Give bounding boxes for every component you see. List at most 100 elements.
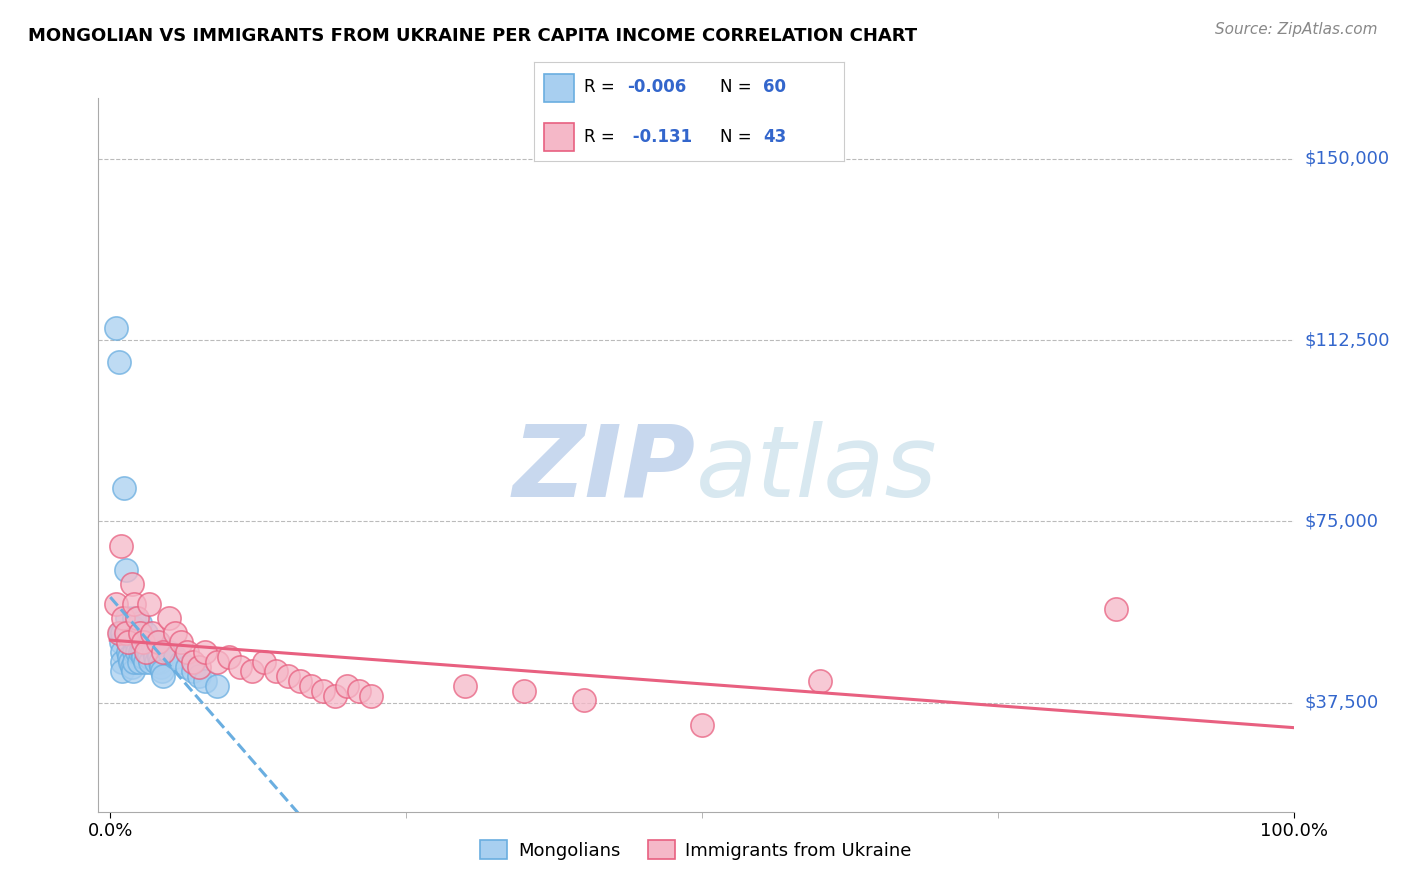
Point — [181, 665, 204, 679]
Point — [105, 321, 128, 335]
Point — [690, 717, 713, 731]
Point — [165, 625, 187, 640]
Point — [148, 649, 170, 664]
Bar — [544, 74, 575, 102]
Point — [138, 597, 160, 611]
Text: $37,500: $37,500 — [1305, 694, 1379, 712]
Point — [114, 625, 136, 640]
Text: 60: 60 — [763, 78, 786, 96]
Text: MONGOLIAN VS IMMIGRANTS FROM UKRAINE PER CAPITA INCOME CORRELATION CHART: MONGOLIAN VS IMMIGRANTS FROM UKRAINE PER… — [28, 27, 917, 45]
Point — [127, 645, 149, 659]
Point — [121, 659, 143, 673]
Point — [513, 683, 536, 698]
Point — [105, 597, 128, 611]
Point — [121, 577, 143, 591]
Point — [194, 674, 217, 689]
Point — [132, 649, 155, 664]
Point — [131, 645, 153, 659]
Text: $112,500: $112,500 — [1305, 331, 1391, 349]
Point — [135, 635, 157, 649]
Point — [128, 631, 150, 645]
Point — [165, 649, 187, 664]
Point — [124, 625, 146, 640]
Point — [128, 645, 150, 659]
Point — [120, 655, 142, 669]
Point — [139, 655, 162, 669]
Text: N =: N = — [720, 128, 756, 145]
Point — [146, 645, 169, 659]
Point — [240, 665, 263, 679]
Point — [128, 625, 150, 640]
Text: R =: R = — [583, 78, 620, 96]
Point — [132, 635, 155, 649]
Point — [808, 674, 831, 689]
Point — [117, 635, 139, 649]
Point — [170, 655, 193, 669]
Point — [122, 597, 145, 611]
Point — [264, 665, 287, 679]
Point — [188, 659, 211, 673]
Point — [299, 679, 322, 693]
Point — [110, 539, 132, 553]
Point — [108, 625, 131, 640]
Point — [125, 635, 148, 649]
Point — [122, 655, 145, 669]
Point — [117, 645, 139, 659]
Point — [141, 625, 163, 640]
Point — [128, 615, 150, 630]
Point — [117, 635, 139, 649]
Point — [111, 625, 134, 640]
Text: Source: ZipAtlas.com: Source: ZipAtlas.com — [1215, 22, 1378, 37]
Point — [111, 665, 134, 679]
Point — [360, 689, 382, 703]
Point — [117, 625, 139, 640]
Point — [170, 635, 193, 649]
Point — [572, 693, 595, 707]
Point — [1105, 601, 1128, 615]
Point — [122, 621, 145, 635]
Point — [347, 683, 370, 698]
Point — [112, 611, 135, 625]
Point — [143, 645, 166, 659]
Point — [150, 659, 173, 673]
Point — [115, 611, 138, 625]
Point — [157, 611, 180, 625]
Text: N =: N = — [720, 78, 756, 96]
Text: atlas: atlas — [696, 421, 938, 517]
Text: ZIP: ZIP — [513, 421, 696, 517]
Point — [205, 679, 228, 693]
Point — [138, 649, 160, 664]
Legend: Mongolians, Immigrants from Ukraine: Mongolians, Immigrants from Ukraine — [472, 833, 920, 867]
Point — [194, 645, 217, 659]
Point — [114, 563, 136, 577]
Point — [143, 649, 166, 664]
Point — [146, 635, 169, 649]
Point — [454, 679, 477, 693]
Point — [149, 655, 172, 669]
Point — [188, 669, 211, 683]
Point — [141, 635, 163, 649]
Text: 43: 43 — [763, 128, 786, 145]
Point — [323, 689, 346, 703]
Point — [107, 625, 129, 640]
Point — [107, 355, 129, 369]
Bar — [544, 123, 575, 151]
Point — [253, 655, 276, 669]
Point — [176, 645, 198, 659]
Point — [128, 655, 150, 669]
Point — [118, 649, 141, 664]
Point — [121, 665, 143, 679]
Point — [229, 659, 252, 673]
Text: -0.131: -0.131 — [627, 128, 692, 145]
Point — [122, 635, 145, 649]
Point — [181, 655, 204, 669]
Point — [127, 611, 149, 625]
Point — [142, 640, 165, 655]
Point — [136, 645, 159, 659]
Point — [150, 665, 173, 679]
Point — [176, 659, 198, 673]
Point — [135, 645, 157, 659]
Point — [122, 611, 145, 625]
Point — [218, 649, 240, 664]
Point — [288, 674, 311, 689]
